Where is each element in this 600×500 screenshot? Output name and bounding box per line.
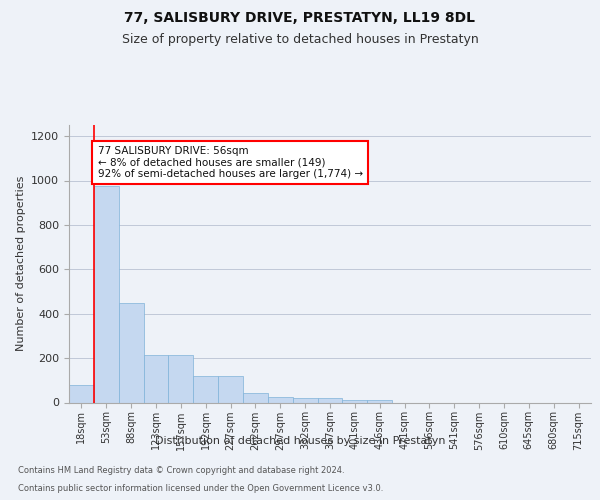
Bar [143, 355, 169, 403]
Bar [343, 400, 367, 402]
Bar [293, 398, 317, 402]
Bar [243, 392, 268, 402]
Text: Contains public sector information licensed under the Open Government Licence v3: Contains public sector information licen… [18, 484, 383, 493]
Y-axis label: Number of detached properties: Number of detached properties [16, 176, 26, 352]
Text: 77 SALISBURY DRIVE: 56sqm
← 8% of detached houses are smaller (149)
92% of semi-: 77 SALISBURY DRIVE: 56sqm ← 8% of detach… [98, 146, 363, 180]
Bar [94, 186, 119, 402]
Bar [218, 376, 243, 402]
Bar [169, 355, 193, 403]
Text: Contains HM Land Registry data © Crown copyright and database right 2024.: Contains HM Land Registry data © Crown c… [18, 466, 344, 475]
Bar [268, 397, 293, 402]
Text: 77, SALISBURY DRIVE, PRESTATYN, LL19 8DL: 77, SALISBURY DRIVE, PRESTATYN, LL19 8DL [125, 11, 476, 25]
Bar [317, 398, 343, 402]
Bar [119, 302, 143, 402]
Bar [69, 384, 94, 402]
Bar [193, 376, 218, 402]
Bar [367, 400, 392, 402]
Text: Size of property relative to detached houses in Prestatyn: Size of property relative to detached ho… [122, 32, 478, 46]
Text: Distribution of detached houses by size in Prestatyn: Distribution of detached houses by size … [155, 436, 445, 446]
